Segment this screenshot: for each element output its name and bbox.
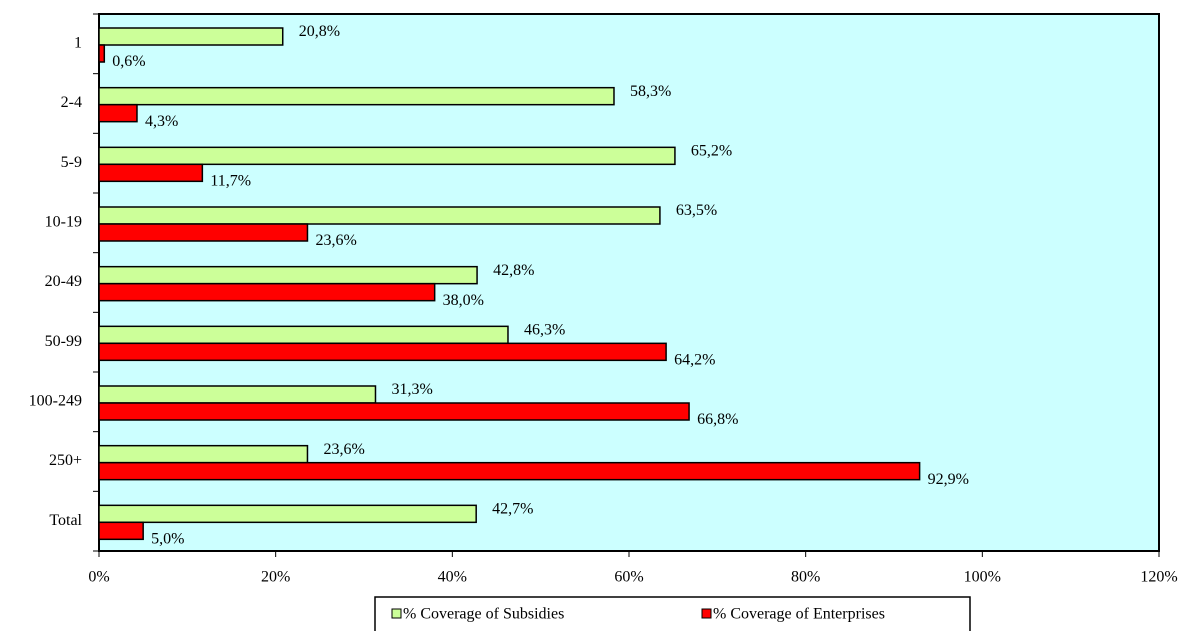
data-label: 38,0% xyxy=(443,292,484,309)
data-label: 46,3% xyxy=(524,322,565,339)
bar xyxy=(98,325,509,345)
x-tick-label: 60% xyxy=(614,569,643,586)
x-tick-label: 20% xyxy=(261,569,290,586)
bar xyxy=(98,402,690,421)
y-tick-label: 250+ xyxy=(49,452,82,469)
legend-swatch xyxy=(391,608,402,619)
data-label: 23,6% xyxy=(323,441,364,458)
x-tick-label: 100% xyxy=(964,569,1001,586)
x-tick-label: 120% xyxy=(1140,569,1177,586)
data-label: 64,2% xyxy=(674,352,715,369)
bar xyxy=(98,27,284,46)
bar xyxy=(98,265,478,285)
data-label: 42,8% xyxy=(493,262,534,279)
data-label: 23,6% xyxy=(315,232,356,249)
bar xyxy=(98,504,477,524)
data-label: 0,6% xyxy=(112,53,145,70)
y-tick-label: 2-4 xyxy=(61,94,82,111)
legend-label: % Coverage of Subsidies xyxy=(403,606,564,623)
data-label: 31,3% xyxy=(391,381,432,398)
bar xyxy=(98,461,921,481)
y-tick-label: 100-249 xyxy=(29,393,82,410)
y-tick-label: 1 xyxy=(74,35,82,52)
y-tick-label: 5-9 xyxy=(61,154,82,171)
data-label: 5,0% xyxy=(151,531,184,548)
y-tick-label: 20-49 xyxy=(45,273,82,290)
bar xyxy=(98,444,309,464)
bar xyxy=(98,44,106,63)
data-label: 20,8% xyxy=(299,23,340,40)
y-tick-label: 50-99 xyxy=(45,333,82,350)
data-label: 11,7% xyxy=(210,173,251,190)
y-tick-label: Total xyxy=(49,512,82,529)
bar xyxy=(98,163,204,183)
data-label: 92,9% xyxy=(928,471,969,488)
x-tick-label: 0% xyxy=(88,569,109,586)
data-label: 65,2% xyxy=(691,143,732,160)
bar xyxy=(98,342,667,362)
data-label: 66,8% xyxy=(697,411,738,428)
bar xyxy=(98,103,138,123)
data-label: 42,7% xyxy=(492,501,533,518)
data-label: 4,3% xyxy=(145,113,178,130)
bar xyxy=(98,86,615,106)
bar xyxy=(98,146,676,166)
bar xyxy=(98,385,377,404)
data-label: 63,5% xyxy=(676,202,717,219)
x-tick-label: 40% xyxy=(438,569,467,586)
legend-box xyxy=(374,596,971,631)
legend-label: % Coverage of Enterprises xyxy=(713,606,885,623)
bar xyxy=(98,223,309,242)
bar xyxy=(98,206,661,225)
legend-swatch xyxy=(701,608,712,619)
bar xyxy=(98,282,436,302)
data-label: 58,3% xyxy=(630,83,671,100)
x-tick-label: 80% xyxy=(791,569,820,586)
bar xyxy=(98,521,144,541)
y-tick-label: 10-19 xyxy=(45,214,82,231)
